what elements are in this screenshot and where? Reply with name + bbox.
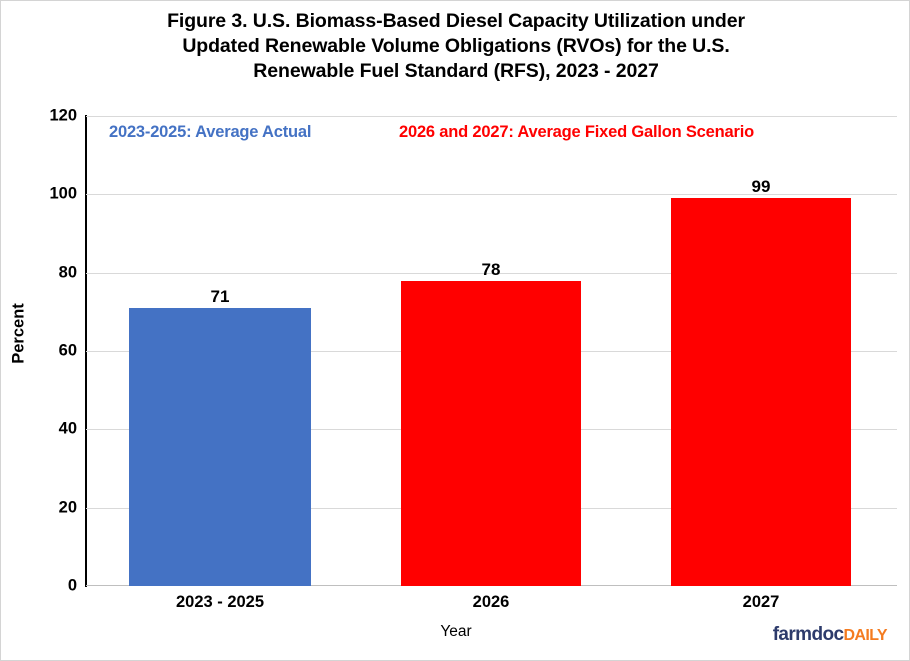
- legend-entry-fixed-gallon-scenario: 2026 and 2027: Average Fixed Gallon Scen…: [399, 123, 754, 141]
- x-axis-title: Year: [440, 623, 472, 640]
- logo-daily-text: DAILY: [843, 627, 887, 644]
- y-tick-80: 80: [58, 263, 77, 282]
- x-tick-2023-2025: 2023 - 2025: [175, 593, 265, 611]
- y-tick-0: 0: [67, 576, 77, 595]
- chart-title-line-1: Figure 3. U.S. Biomass-Based Diesel Capa…: [167, 10, 745, 32]
- bar-value-label-2023-2025: 71: [210, 287, 230, 306]
- y-tick-100: 100: [49, 184, 77, 203]
- y-tick-40: 40: [58, 419, 77, 438]
- y-tick-20: 20: [58, 498, 77, 517]
- gridline-100: [86, 194, 897, 195]
- y-tick-120: 120: [49, 106, 77, 125]
- legend-entry-average-actual: 2023-2025: Average Actual: [109, 123, 312, 141]
- gridline-80: [86, 273, 897, 274]
- chart-title: Figure 3. U.S. Biomass-Based Diesel Capa…: [61, 9, 851, 84]
- y-axis-tick-labels: 120 100 80 60 40 20 0: [1, 1, 77, 660]
- y-tick-60: 60: [58, 341, 77, 360]
- farmdoc-daily-logo: farmdocDAILY: [772, 624, 888, 646]
- bar-2026[interactable]: [401, 281, 581, 586]
- y-axis-line: [85, 115, 87, 587]
- bar-2023-2025[interactable]: [129, 308, 311, 586]
- plot-area: [86, 116, 897, 586]
- gridline-120: [86, 116, 897, 117]
- chart-title-line-3: Renewable Fuel Standard (RFS), 2023 - 20…: [253, 60, 659, 82]
- bar-value-label-2026: 78: [481, 260, 501, 279]
- bar-2027[interactable]: [671, 198, 851, 586]
- bar-value-label-2027: 99: [751, 177, 771, 196]
- chart-title-line-2: Updated Renewable Volume Obligations (RV…: [182, 35, 730, 57]
- x-tick-2026: 2026: [472, 593, 510, 611]
- x-tick-2027: 2027: [742, 593, 780, 611]
- logo-farmdoc-text: farmdoc: [772, 624, 844, 645]
